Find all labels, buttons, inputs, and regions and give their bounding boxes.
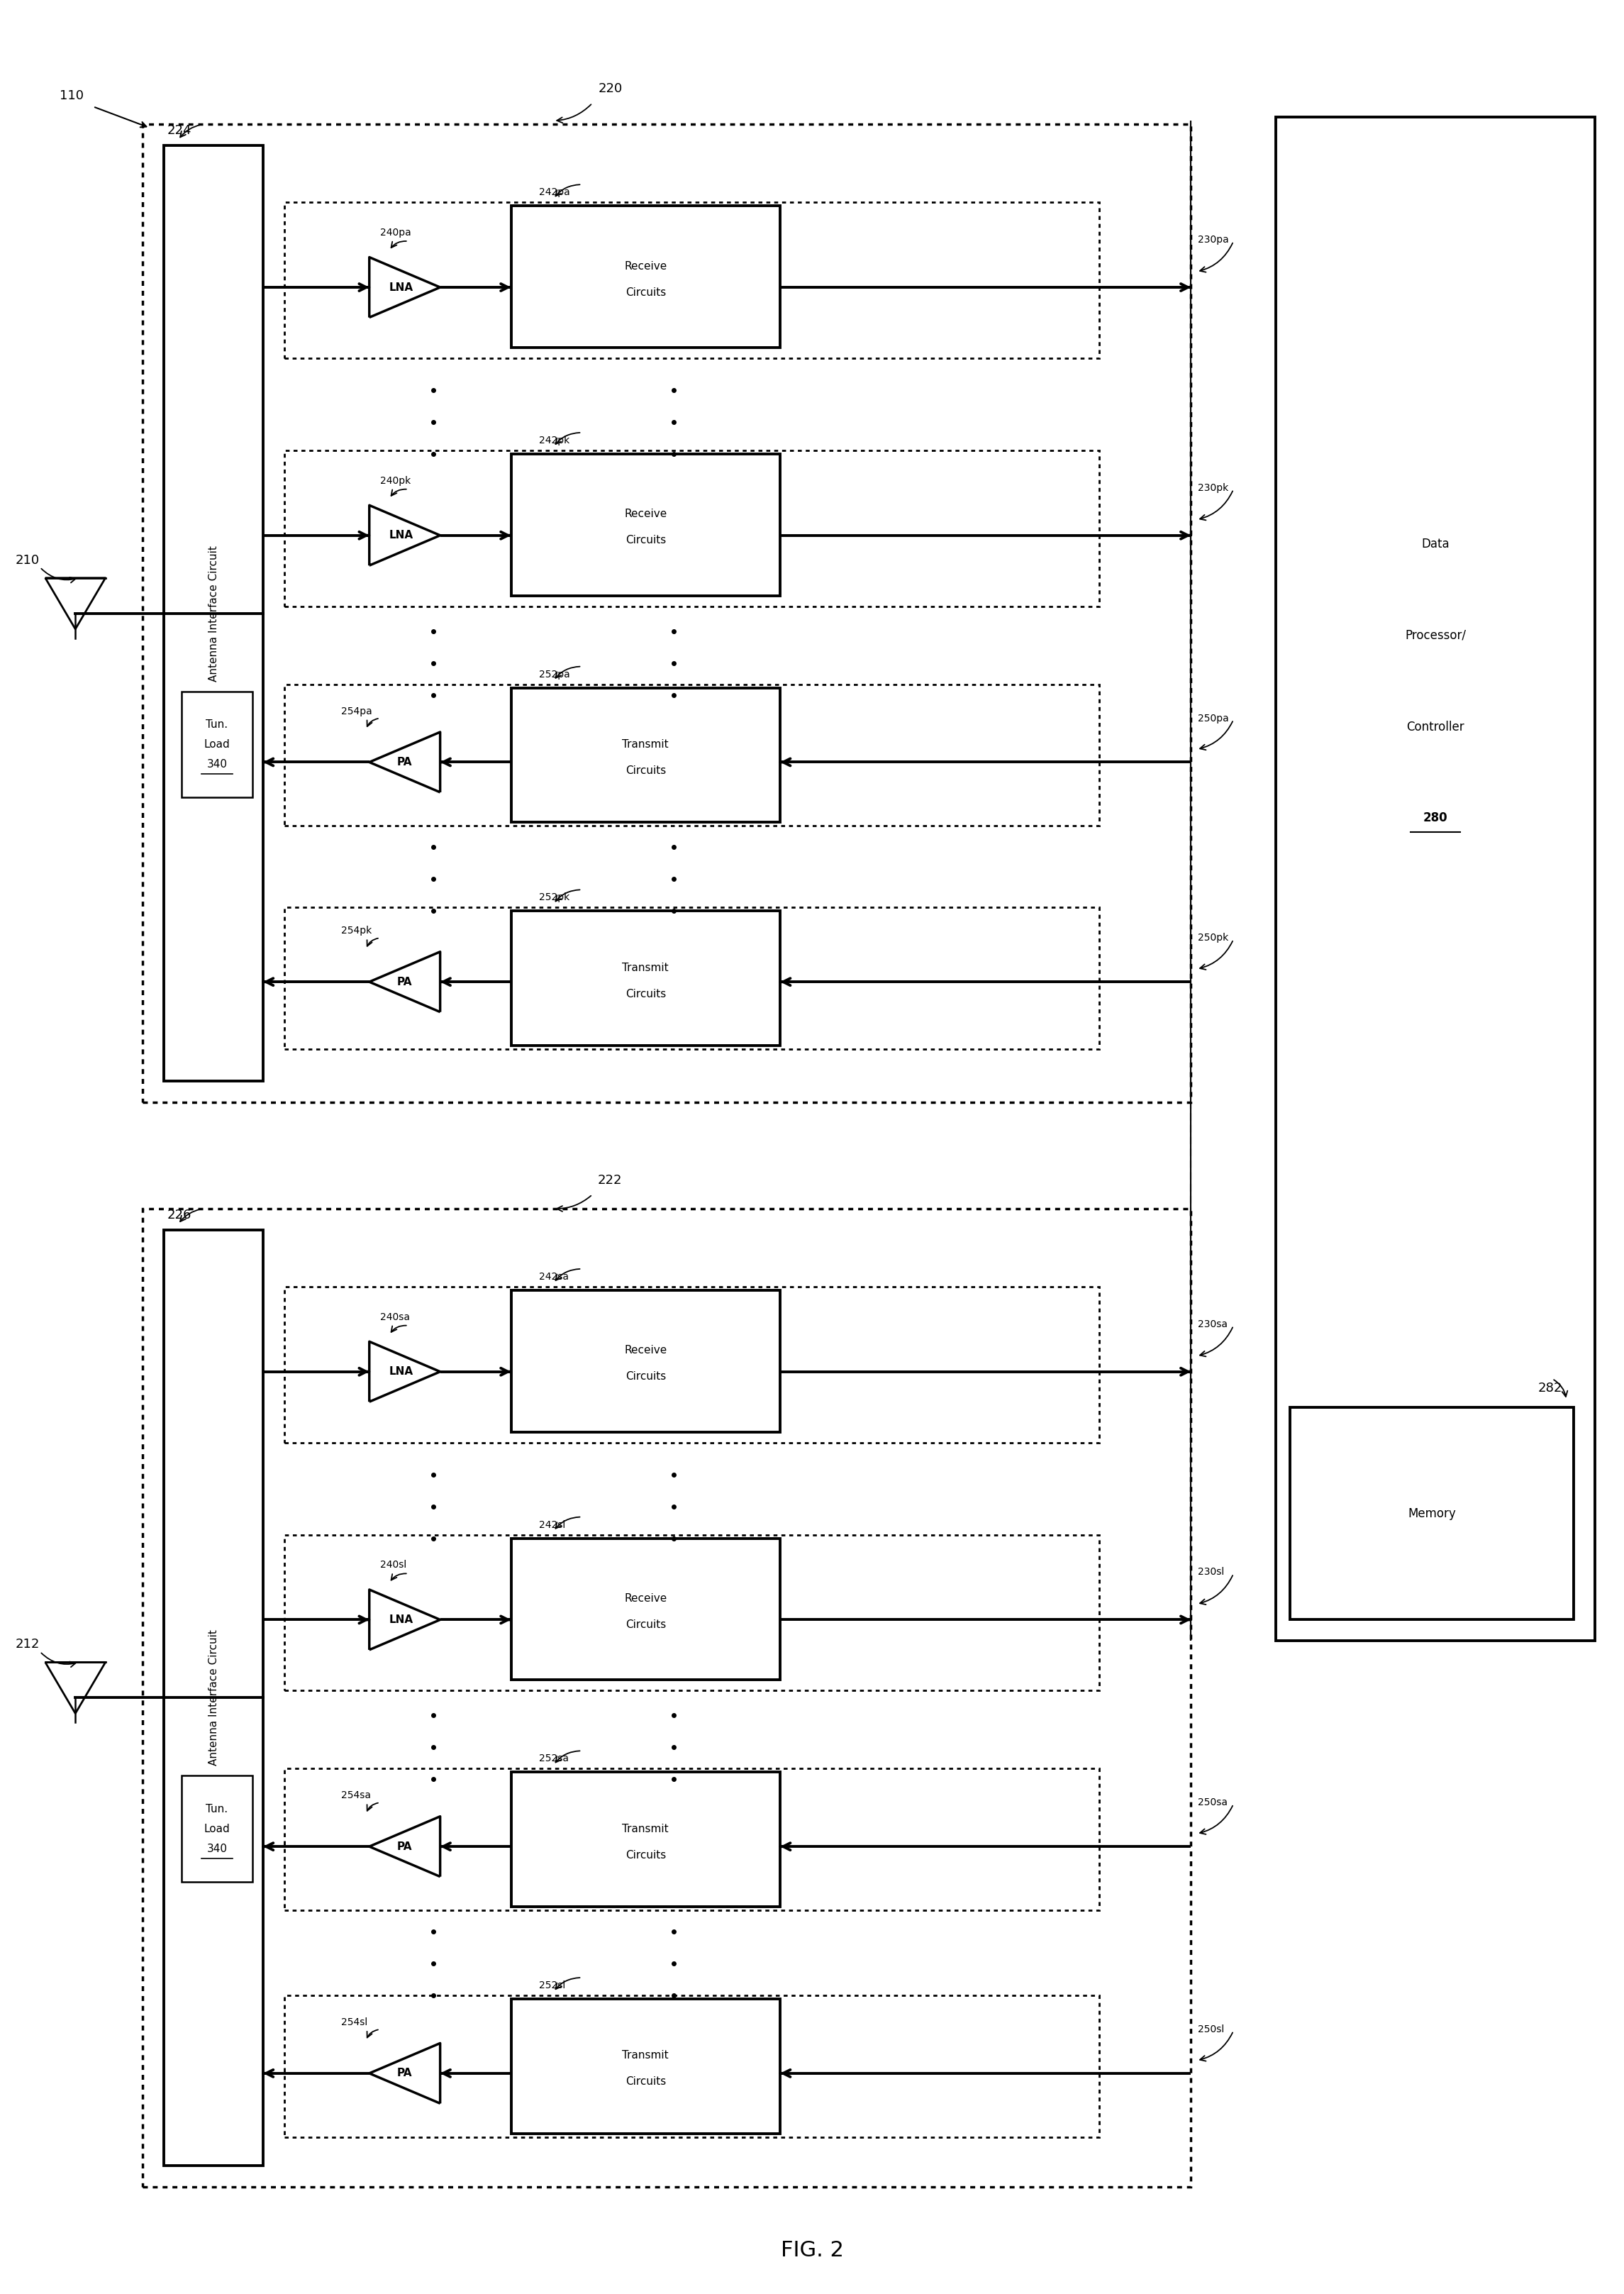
Text: FIG. 2: FIG. 2: [781, 2241, 843, 2262]
Text: Receive: Receive: [624, 262, 667, 271]
Text: Circuits: Circuits: [625, 1620, 666, 1631]
Bar: [143, 1209, 1190, 2186]
Text: 222: 222: [598, 1175, 622, 1186]
Bar: [284, 1287, 1099, 1443]
Bar: [164, 145, 263, 1080]
Text: 250sa: 250sa: [1199, 1798, 1228, 1808]
Text: 250pa: 250pa: [1199, 713, 1229, 723]
Text: 254sa: 254sa: [341, 1792, 370, 1801]
Text: 282: 282: [1538, 1381, 1562, 1395]
Bar: [284, 1769, 1099, 1911]
Text: 110: 110: [60, 89, 84, 103]
Text: PA: PA: [398, 977, 412, 986]
Text: 230pk: 230pk: [1199, 484, 1229, 493]
Bar: [182, 690, 252, 798]
Text: PA: PA: [398, 2067, 412, 2078]
Bar: [512, 1539, 780, 1679]
Text: 240pk: 240pk: [380, 475, 411, 486]
Bar: [164, 1230, 263, 2166]
Text: LNA: LNA: [390, 282, 412, 294]
Text: Transmit: Transmit: [622, 963, 669, 973]
Text: Antenna Interface Circuit: Antenna Interface Circuit: [208, 1629, 219, 1766]
Text: 230pa: 230pa: [1199, 234, 1229, 245]
Text: Load: Load: [205, 1824, 231, 1835]
Text: 252sa: 252sa: [539, 1753, 568, 1764]
Bar: [1276, 117, 1595, 1640]
Text: Receive: Receive: [624, 1592, 667, 1604]
Bar: [284, 1996, 1099, 2138]
Text: Circuits: Circuits: [625, 2076, 666, 2088]
Text: 280: 280: [1423, 812, 1447, 824]
Text: 340: 340: [206, 1844, 227, 1854]
Text: 242sl: 242sl: [539, 1521, 565, 1530]
Text: Processor/: Processor/: [1405, 629, 1466, 642]
Text: 252pa: 252pa: [539, 670, 570, 679]
Text: Circuits: Circuits: [625, 287, 666, 298]
Text: 230sa: 230sa: [1199, 1319, 1228, 1328]
Text: Circuits: Circuits: [625, 766, 666, 775]
Text: 226: 226: [167, 1209, 192, 1220]
Text: Tun.: Tun.: [206, 1803, 227, 1815]
Bar: [512, 206, 780, 349]
Text: 240pa: 240pa: [380, 227, 411, 239]
Text: 210: 210: [15, 553, 39, 567]
Text: Data: Data: [1421, 537, 1449, 551]
Bar: [1289, 1406, 1574, 1620]
Text: Memory: Memory: [1408, 1507, 1455, 1521]
Text: 240sl: 240sl: [380, 1560, 406, 1569]
Bar: [284, 684, 1099, 826]
Bar: [512, 1771, 780, 1906]
Text: 340: 340: [206, 759, 227, 768]
Text: 250sl: 250sl: [1199, 2023, 1224, 2035]
Text: Circuits: Circuits: [625, 535, 666, 546]
Text: Load: Load: [205, 739, 231, 750]
Text: 252pk: 252pk: [539, 892, 570, 902]
Text: PA: PA: [398, 1842, 412, 1851]
Text: 242sa: 242sa: [539, 1271, 568, 1282]
Bar: [512, 911, 780, 1046]
Bar: [182, 1776, 252, 1881]
Text: 230sl: 230sl: [1199, 1567, 1224, 1578]
Bar: [512, 688, 780, 824]
Text: 254pk: 254pk: [341, 927, 372, 936]
Text: 220: 220: [598, 83, 622, 96]
Text: 242pk: 242pk: [539, 436, 570, 445]
Text: 212: 212: [15, 1638, 39, 1652]
Bar: [512, 1289, 780, 1431]
Text: Antenna Interface Circuit: Antenna Interface Circuit: [208, 546, 219, 681]
Text: Transmit: Transmit: [622, 2051, 669, 2060]
Bar: [143, 124, 1190, 1103]
Text: Receive: Receive: [624, 509, 667, 518]
Text: Circuits: Circuits: [625, 989, 666, 1000]
Text: Tun.: Tun.: [206, 720, 227, 729]
Text: 252sl: 252sl: [539, 1980, 565, 1991]
Bar: [284, 450, 1099, 606]
Text: Transmit: Transmit: [622, 739, 669, 750]
Text: 250pk: 250pk: [1199, 934, 1229, 943]
Text: PA: PA: [398, 757, 412, 768]
Bar: [512, 1998, 780, 2133]
Text: Controller: Controller: [1406, 720, 1465, 734]
Text: Receive: Receive: [624, 1344, 667, 1356]
Text: 254sl: 254sl: [341, 2016, 367, 2028]
Text: 224: 224: [167, 124, 192, 138]
Text: LNA: LNA: [390, 1367, 412, 1376]
Text: Circuits: Circuits: [625, 1372, 666, 1381]
Text: Circuits: Circuits: [625, 1849, 666, 1860]
Text: LNA: LNA: [390, 530, 412, 541]
Bar: [512, 454, 780, 596]
Text: 242pa: 242pa: [539, 188, 570, 197]
Text: 254pa: 254pa: [341, 707, 372, 716]
Bar: [284, 1535, 1099, 1691]
Bar: [284, 908, 1099, 1048]
Text: 240sa: 240sa: [380, 1312, 409, 1321]
Text: Transmit: Transmit: [622, 1824, 669, 1835]
Bar: [284, 202, 1099, 358]
Text: LNA: LNA: [390, 1615, 412, 1624]
